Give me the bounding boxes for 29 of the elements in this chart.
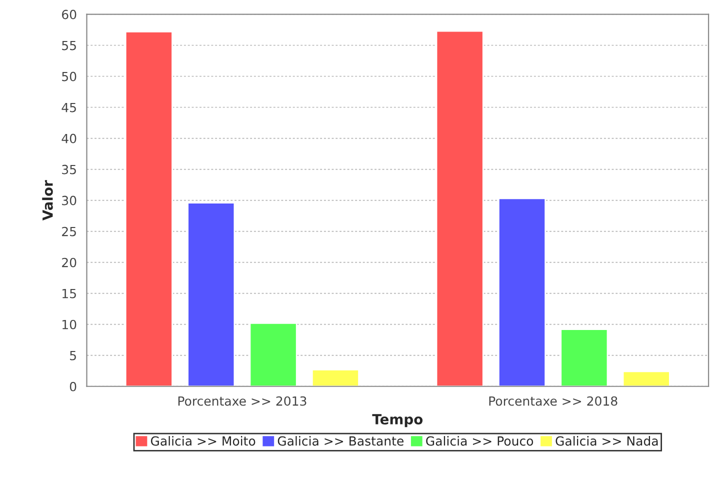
- y-tick-label: 55: [62, 40, 76, 50]
- y-axis-title: Valor: [42, 180, 53, 221]
- y-tick-label: 45: [62, 102, 76, 112]
- y-tick-label: 30: [62, 196, 76, 206]
- bar: [311, 368, 360, 386]
- legend-label: Galicia >> Moito: [150, 436, 256, 446]
- y-tick-label: 15: [62, 288, 76, 298]
- bar: [560, 328, 608, 386]
- bar: [187, 202, 236, 386]
- y-tick-label: 10: [62, 320, 76, 330]
- legend-label: Galicia >> Bastante: [278, 436, 404, 446]
- legend-label: Galicia >> Pouco: [426, 436, 534, 446]
- x-tick-label: Porcentaxe >> 2013: [178, 396, 306, 406]
- bar: [249, 322, 298, 386]
- y-tick-label: 0: [70, 382, 76, 392]
- y-tick-label: 60: [62, 10, 76, 20]
- y-tick-label: 20: [62, 258, 76, 268]
- bar: [498, 198, 546, 386]
- x-tick-label: Porcentaxe >> 2018: [489, 396, 618, 406]
- bar: [622, 370, 670, 386]
- bar: [124, 30, 173, 386]
- y-tick-label: 5: [70, 351, 76, 360]
- bar: [436, 30, 484, 386]
- y-tick-label: 25: [62, 226, 76, 236]
- y-tick-label: 40: [62, 134, 76, 144]
- y-tick-label: 50: [62, 72, 76, 82]
- y-tick-label: 35: [62, 164, 76, 174]
- x-axis-title: Tempo: [372, 414, 423, 428]
- legend-label: Galicia >> Nada: [556, 436, 658, 446]
